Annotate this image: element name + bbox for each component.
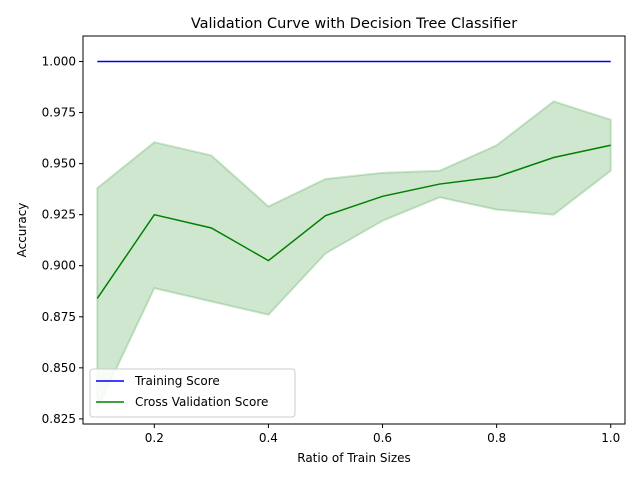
y-tick-label: 0.825 [42,412,76,426]
legend: Training Score Cross Validation Score [89,368,296,418]
confidence-band-layer [96,100,612,410]
series-line-1 [96,144,611,299]
confidence-band-1 [96,100,612,410]
y-tick-label: 0.900 [42,259,76,273]
y-tick-label: 0.950 [42,157,76,171]
y-tick-label: 0.850 [42,361,76,375]
legend-label-0: Training Score [134,374,220,388]
legend-box [89,368,296,418]
y-tick-label: 0.875 [42,310,76,324]
x-tick-label: 1.0 [601,431,620,445]
x-tick-label: 0.6 [373,431,392,445]
series-line-layer [96,60,611,299]
chart-title: Validation Curve with Decision Tree Clas… [191,16,517,32]
x-tick-label: 0.4 [259,431,278,445]
y-axis: 0.825 0.850 0.875 0.900 0.925 0.950 0.975 1.000 [42,55,83,426]
x-axis: 0.2 0.4 0.6 0.8 1.0 [145,424,620,445]
y-tick-label: 1.000 [42,55,76,69]
y-tick-label: 0.925 [42,208,76,222]
x-tick-label: 0.8 [487,431,506,445]
y-tick-label: 0.975 [42,106,76,120]
axes-frame [82,35,626,425]
x-tick-label: 0.2 [145,431,164,445]
plot-area [82,35,626,425]
y-axis-label: Accuracy [15,203,29,258]
legend-label-1: Cross Validation Score [135,395,268,409]
x-axis-label: Ratio of Train Sizes [297,451,411,465]
